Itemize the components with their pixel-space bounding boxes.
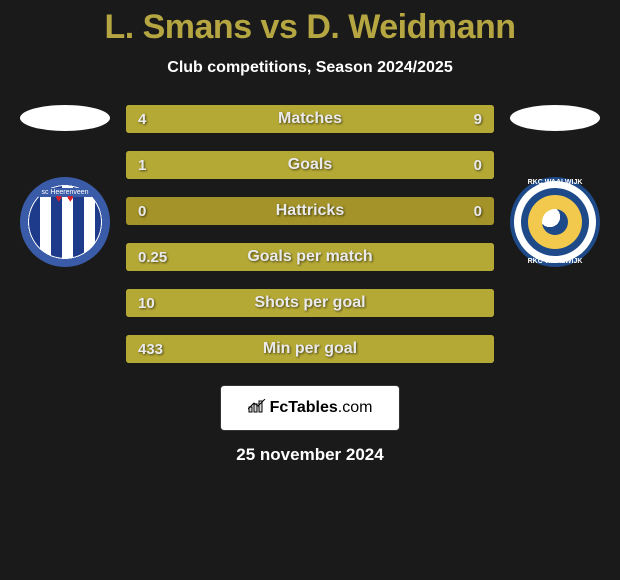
ball-icon bbox=[542, 209, 568, 235]
date-label: 25 november 2024 bbox=[0, 445, 620, 465]
stat-bar: 433Min per goal bbox=[126, 335, 494, 363]
player-puck-left bbox=[20, 105, 110, 131]
stat-bar: 49Matches bbox=[126, 105, 494, 133]
bar-label: Min per goal bbox=[126, 335, 494, 363]
page-title: L. Smans vs D. Weidmann bbox=[0, 0, 620, 47]
stat-bar: 00Hattricks bbox=[126, 197, 494, 225]
club-crest-left: sc Heerenveen ♥ ♥ bbox=[20, 177, 110, 267]
bar-label: Shots per goal bbox=[126, 289, 494, 317]
bar-label: Hattricks bbox=[126, 197, 494, 225]
brand-badge: FcTables.com bbox=[220, 385, 400, 431]
main-layout: sc Heerenveen ♥ ♥ 49Matches 10Goals 00Hatt… bbox=[0, 105, 620, 363]
bar-label: Goals bbox=[126, 151, 494, 179]
stat-bar: 0.25Goals per match bbox=[126, 243, 494, 271]
player-puck-right bbox=[510, 105, 600, 131]
right-player-column: RKC WAALWIJK RKC WAALWIJK bbox=[500, 105, 610, 363]
club-crest-right: RKC WAALWIJK RKC WAALWIJK bbox=[510, 177, 600, 267]
bar-label: Matches bbox=[126, 105, 494, 133]
stat-bar: 10Shots per goal bbox=[126, 289, 494, 317]
crest-left-hearts-icon: ♥ ♥ bbox=[20, 193, 110, 205]
stat-bar: 10Goals bbox=[126, 151, 494, 179]
subtitle: Club competitions, Season 2024/2025 bbox=[0, 59, 620, 77]
bar-label: Goals per match bbox=[126, 243, 494, 271]
brand-text: FcTables.com bbox=[270, 399, 373, 417]
stats-bars: 49Matches 10Goals 00Hattricks 0.25Goals per… bbox=[120, 105, 500, 363]
brand-chart-icon bbox=[248, 399, 266, 418]
left-player-column: sc Heerenveen ♥ ♥ bbox=[10, 105, 120, 363]
